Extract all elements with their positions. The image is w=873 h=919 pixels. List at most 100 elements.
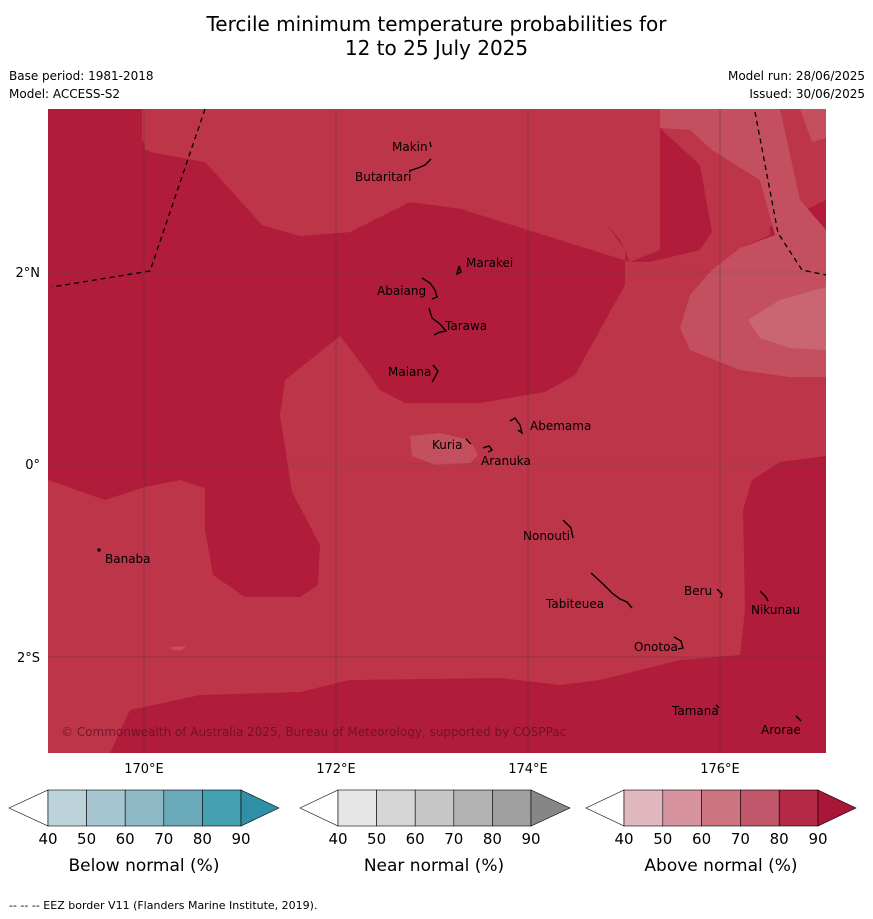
lon-label-172e: 172°E (316, 762, 356, 777)
base-period-text: Base period: 1981-2018 (9, 69, 154, 83)
island-nikunau (759, 590, 769, 602)
colorbar-tick: 40 (614, 830, 633, 848)
meta-right: Model run: 28/06/2025 Issued: 30/06/2025 (728, 67, 865, 103)
eez-border-west (51, 108, 206, 288)
colorbar-tick: 80 (770, 830, 789, 848)
colorbar-label: Above normal (%) (644, 856, 797, 876)
eez-borders (51, 108, 827, 288)
lon-label-170e: 170°E (124, 762, 164, 777)
lat-label-0: 0° (25, 458, 40, 473)
region-70pct-banaba-spot (170, 646, 186, 650)
island-arorae (795, 715, 802, 722)
island-tamana (715, 704, 720, 709)
colorbar-cell (8, 789, 49, 827)
place-label: Abaiang (377, 284, 426, 298)
title-line-2: 12 to 25 July 2025 (344, 36, 529, 60)
place-label: Kuria (432, 438, 463, 452)
place-label: Makin (392, 140, 428, 154)
place-label: Aranuka (481, 454, 531, 468)
island-tarawa (428, 307, 448, 336)
region-70pct-kuria (410, 433, 478, 465)
island-abaiang (421, 277, 438, 300)
colorbar-cell (778, 789, 819, 827)
place-label: Nikunau (751, 603, 800, 617)
copyright-text: © Commonwealth of Australia 2025, Bureau… (61, 725, 566, 739)
colorbars: 40 50 60 70 80 90 Below normal (%) 40 50… (8, 789, 857, 876)
place-label: Arorae (761, 723, 801, 737)
island-shapes (97, 141, 802, 722)
colorbar-cell (414, 789, 455, 827)
place-label: Tabiteuea (545, 597, 604, 611)
island-onotoa (673, 636, 684, 650)
colorbar-cell (47, 789, 87, 827)
colorbar-tick: 40 (38, 830, 57, 848)
island-tabiteuea (590, 572, 633, 609)
colorbar-cell (585, 789, 625, 827)
lat-label-2n: 2°N (16, 266, 41, 281)
lon-label-174e: 174°E (508, 762, 548, 777)
latitude-labels: 2°N 0° 2°S (16, 266, 41, 666)
colorbar-tick: 50 (77, 830, 96, 848)
colorbar-cell (240, 789, 280, 827)
colorbar-tick: 70 (731, 830, 750, 848)
issued-text: Issued: 30/06/2025 (749, 87, 865, 101)
gridlines (48, 109, 826, 753)
place-label: Tarawa (444, 319, 487, 333)
region-60pct-east (748, 287, 826, 350)
place-label: Maiana (388, 365, 431, 379)
colorbar-tick: 60 (692, 830, 711, 848)
place-label: Tamana (671, 704, 719, 718)
map-title: Tercile minimum temperature probabilitie… (0, 12, 873, 60)
colorbar-tick: 70 (444, 830, 463, 848)
island-aranuka (482, 445, 494, 453)
colorbar-tick: 90 (521, 830, 540, 848)
model-run-text: Model run: 28/06/2025 (727, 69, 865, 83)
island-butaritari (408, 158, 432, 172)
island-makin (429, 141, 432, 148)
colorbar-cell (817, 789, 857, 827)
place-label: Butaritari (355, 170, 412, 184)
eez-border-east (754, 111, 827, 276)
meta-left: Base period: 1981-2018 Model: ACCESS-S2 (9, 67, 154, 103)
colorbar-tick: 40 (328, 830, 347, 848)
colorbar-cell (299, 789, 339, 827)
colorbar-cell (623, 789, 664, 827)
colorbar-tick: 50 (653, 830, 672, 848)
place-label: Abemama (530, 419, 591, 433)
colorbar-cell (124, 789, 165, 827)
colorbar-cell (453, 789, 493, 827)
colorbar-cell (701, 789, 741, 827)
colorbar-near-normal: 40 50 60 70 80 90 Near normal (%) (299, 789, 571, 876)
colorbar-cell (376, 789, 416, 827)
title-line-1: Tercile minimum temperature probabilitie… (206, 12, 667, 36)
place-label: Nonouti (523, 529, 570, 543)
colorbar-cell (202, 789, 242, 827)
island-banaba (97, 548, 101, 552)
colorbar-tick: 80 (193, 830, 212, 848)
lon-label-176e: 176°E (700, 762, 740, 777)
place-labels: Makin Butaritari Marakei Abaiang Tarawa … (105, 140, 801, 737)
probability-shading (48, 109, 826, 753)
colorbar-tick: 80 (483, 830, 502, 848)
eez-footnote: -- -- -- EEZ border V11 (Flanders Marine… (9, 899, 318, 912)
colorbar-label: Below normal (%) (69, 856, 220, 876)
island-nonouti (562, 519, 574, 539)
colorbar-cell (492, 789, 532, 827)
model-text: Model: ACCESS-S2 (9, 87, 121, 101)
colorbar-below-normal: 40 50 60 70 80 90 Below normal (%) (8, 789, 280, 876)
colorbar-tick: 60 (116, 830, 135, 848)
colorbar-cell (530, 789, 571, 827)
island-maiana (431, 364, 439, 383)
place-label: Onotoa (634, 640, 678, 654)
place-label: Beru (684, 584, 712, 598)
colorbar-cell (163, 789, 203, 827)
colorbar-above-normal: 40 50 60 70 80 90 Above normal (%) (585, 789, 857, 876)
colorbar-cell (337, 789, 377, 827)
island-abemama (509, 417, 524, 435)
colorbar-label: Near normal (%) (364, 856, 504, 876)
colorbar-cell (86, 789, 126, 827)
island-marakei (455, 265, 462, 276)
colorbar-tick: 50 (367, 830, 386, 848)
colorbar-tick: 70 (154, 830, 173, 848)
